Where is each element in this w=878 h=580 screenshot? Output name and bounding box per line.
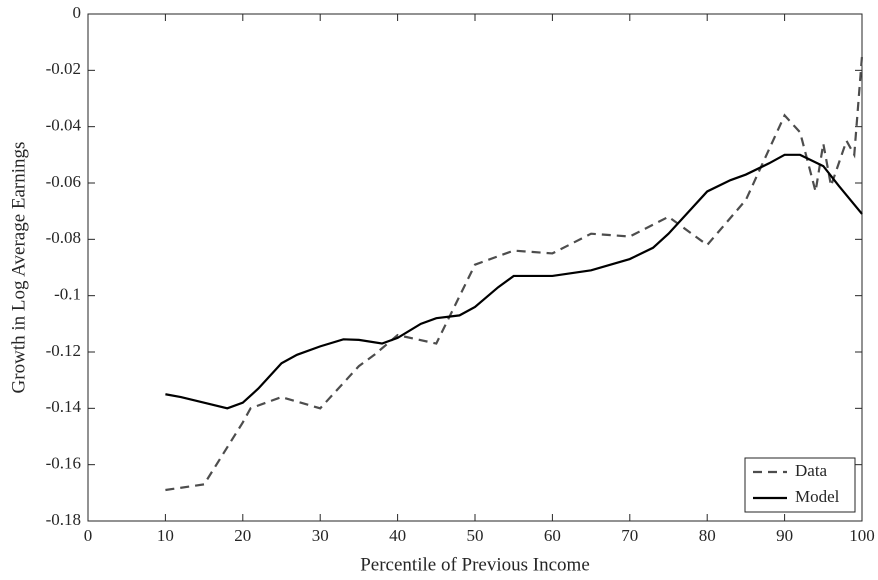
x-tick-label: 30 [312,526,329,545]
x-tick-label: 20 [234,526,251,545]
data-line [165,56,864,492]
plot-frame [87,13,863,522]
legend-box [744,457,856,513]
x-tick-label: 100 [849,526,875,545]
x-tick-label: 60 [544,526,561,545]
y-tick-label: -0.04 [46,116,82,135]
legend-label: Model [795,487,840,506]
x-tick-label: 90 [776,526,793,545]
y-tick-label: -0.12 [46,341,81,360]
y-tick-label: -0.06 [46,172,81,191]
y-tick-label: -0.1 [54,285,81,304]
x-axis-title: Percentile of Previous Income [360,554,590,575]
x-tick-label: 40 [389,526,406,545]
x-tick-label: 0 [84,526,93,545]
y-tick-label: -0.08 [46,228,81,247]
x-tick-label: 80 [699,526,716,545]
y-tick-label: 0 [73,3,82,22]
x-tick-label: 10 [157,526,174,545]
y-tick-label: -0.18 [46,510,81,529]
x-tick-label: 50 [467,526,484,545]
y-tick-label: -0.16 [46,454,81,473]
x-tick-label: 70 [621,526,638,545]
data-line [165,153,863,410]
y-tick-label: -0.14 [46,397,82,416]
y-axis-title: Growth in Log Average Earnings [8,142,29,394]
legend-label: Data [795,461,828,480]
y-tick-label: -0.02 [46,59,81,78]
